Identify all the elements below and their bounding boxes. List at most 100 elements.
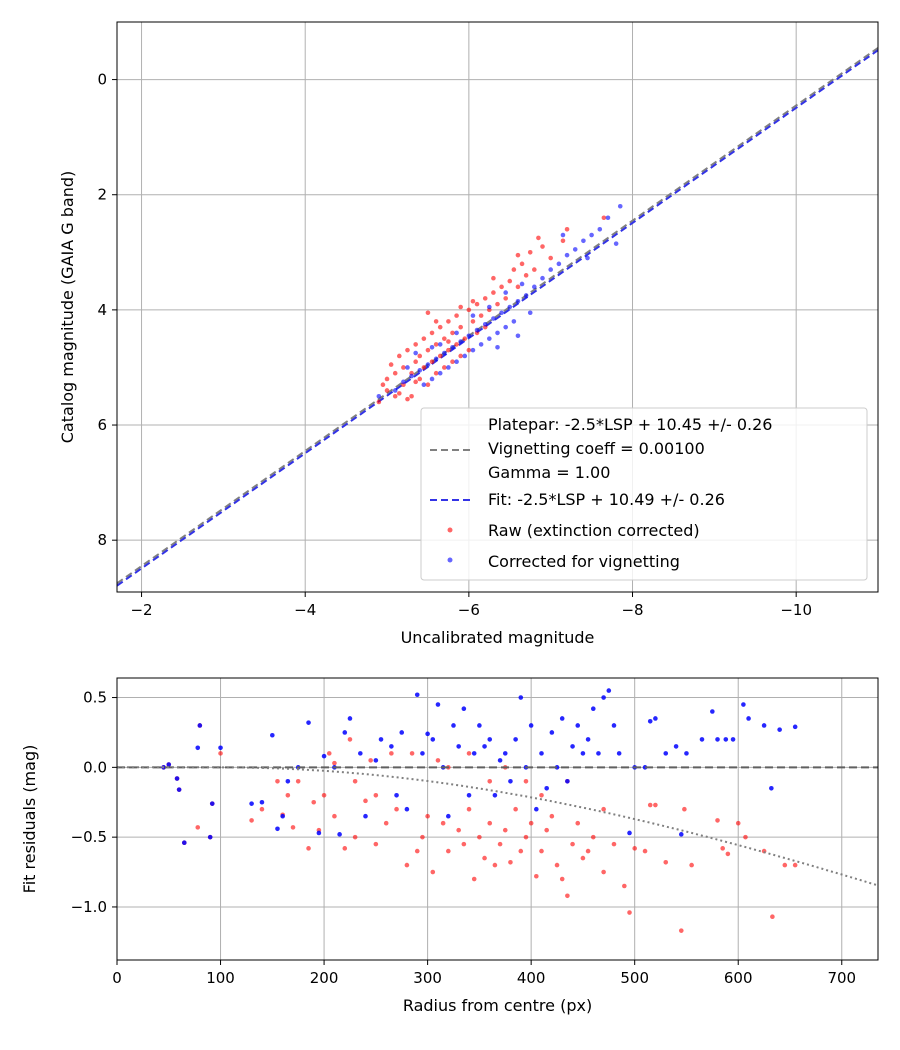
raw-residual-point — [770, 914, 775, 920]
raw-residual-point — [430, 869, 436, 875]
raw-point — [376, 399, 382, 405]
top-y-ticks: 0 2 4 6 8 — [97, 71, 117, 549]
raw-residual-point — [559, 876, 565, 882]
raw-residual-point — [321, 792, 327, 798]
corrected-residual-point — [456, 744, 461, 749]
corrected-residual-point — [477, 723, 482, 728]
corrected-residual-point — [466, 792, 472, 798]
raw-residual-point — [311, 799, 317, 805]
corrected-point — [446, 365, 451, 370]
corrected-residual-point — [218, 745, 223, 751]
raw-residual-point — [404, 862, 410, 868]
raw-residual-point — [565, 893, 570, 899]
raw-point — [417, 376, 423, 382]
corrected-point — [495, 345, 500, 350]
corrected-residual-point — [321, 753, 327, 759]
raw-point — [466, 347, 472, 353]
raw-residual-point — [482, 855, 487, 861]
top-plot-area — [117, 47, 878, 587]
corrected-residual-point — [285, 779, 291, 784]
raw-residual-point — [352, 834, 358, 840]
bottom-grid — [116, 678, 878, 960]
corrected-point — [466, 333, 472, 339]
corrected-point — [527, 310, 533, 316]
raw-residual-point — [549, 813, 555, 819]
corrected-residual-point — [590, 706, 596, 712]
raw-residual-point — [682, 806, 687, 812]
corrected-point — [597, 226, 603, 232]
raw-residual-point — [285, 792, 291, 798]
corrected-point — [540, 275, 545, 281]
raw-residual-point — [290, 825, 296, 830]
corrected-point — [405, 365, 410, 370]
raw-point — [384, 388, 390, 393]
raw-point — [458, 353, 463, 359]
corrected-residual-point — [761, 723, 767, 728]
raw-residual-point — [642, 848, 648, 854]
raw-point — [503, 296, 508, 301]
corrected-residual-point — [601, 695, 606, 700]
corrected-residual-point — [181, 840, 187, 846]
raw-residual-point — [523, 779, 529, 784]
top-x-ticks: −2 −4 −6 −8 −10 — [130, 592, 812, 619]
top-x-tick-label: −4 — [294, 601, 316, 619]
raw-residual-point — [575, 820, 581, 826]
corrected-point — [454, 359, 459, 364]
raw-point — [413, 359, 418, 364]
raw-point — [478, 313, 484, 318]
corrected-point — [425, 362, 431, 367]
raw-residual-point — [487, 779, 493, 784]
raw-residual-point — [471, 876, 477, 882]
raw-point — [462, 336, 468, 341]
corrected-point — [442, 350, 447, 356]
raw-point — [429, 359, 435, 364]
raw-point — [527, 250, 533, 255]
raw-residual-point — [332, 813, 337, 819]
corrected-point — [589, 232, 594, 238]
raw-point — [437, 324, 443, 330]
corrected-residual-point — [394, 792, 399, 798]
bottom-points — [161, 688, 798, 933]
raw-point — [413, 379, 418, 385]
corrected-point — [454, 330, 459, 336]
corrected-residual-point — [420, 751, 425, 756]
raw-point — [433, 319, 439, 324]
raw-residual-point — [539, 848, 544, 854]
raw-residual-point — [383, 820, 389, 826]
corrected-residual-point — [611, 723, 617, 728]
top-x-axis-label: Uncalibrated magnitude — [401, 628, 595, 647]
raw-point — [442, 336, 447, 341]
corrected-point — [421, 382, 427, 388]
corrected-residual-point — [678, 832, 684, 837]
corrected-point — [429, 376, 435, 382]
bot-y-tick-label: 0.0 — [83, 758, 107, 776]
raw-residual-point — [792, 862, 798, 868]
bot-x-tick-label: 100 — [206, 969, 235, 987]
raw-residual-point — [534, 873, 539, 879]
raw-residual-point — [782, 862, 788, 868]
corrected-residual-point — [792, 724, 798, 730]
raw-point — [495, 301, 500, 307]
corrected-point — [503, 324, 508, 330]
corrected-residual-point — [207, 834, 213, 840]
legend: Platepar: -2.5*LSP + 10.45 +/- 0.26 Vign… — [420, 407, 868, 581]
corrected-residual-point — [280, 813, 285, 819]
raw-point — [425, 310, 431, 316]
raw-residual-point — [539, 792, 544, 798]
corrected-residual-point — [166, 762, 172, 767]
legend-raw: Raw (extinction corrected) — [488, 521, 700, 540]
corrected-residual-point — [363, 813, 368, 819]
raw-point — [437, 353, 443, 359]
corrected-residual-point — [663, 751, 669, 756]
corrected-residual-point — [337, 832, 342, 837]
raw-point — [429, 330, 435, 336]
raw-residual-point — [326, 751, 332, 756]
raw-residual-point — [601, 869, 606, 875]
raw-point — [560, 238, 566, 244]
corrected-point — [478, 342, 484, 347]
corrected-point — [462, 353, 468, 359]
raw-point — [540, 244, 545, 249]
bot-x-tick-label: 600 — [724, 969, 753, 987]
raw-residual-point — [373, 792, 379, 798]
raw-residual-point — [508, 859, 513, 865]
